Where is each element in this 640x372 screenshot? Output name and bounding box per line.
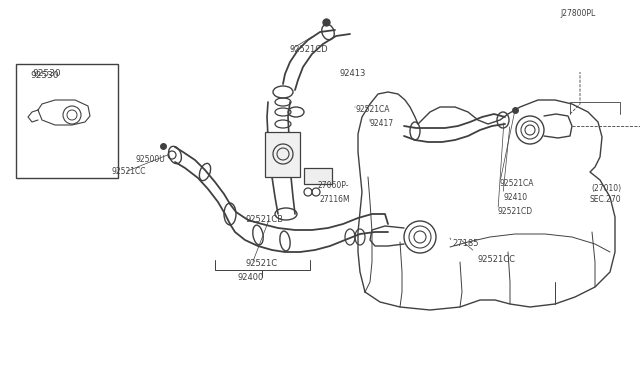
Ellipse shape	[404, 221, 436, 253]
Text: 92530: 92530	[32, 70, 61, 78]
Bar	[265, 132, 300, 177]
Bar	[16, 64, 118, 178]
Ellipse shape	[409, 226, 431, 248]
Text: 92410: 92410	[503, 192, 527, 202]
Text: 92521CD: 92521CD	[290, 45, 328, 55]
Text: (27010): (27010)	[591, 183, 621, 192]
Text: 92521CB: 92521CB	[245, 215, 283, 224]
Text: 92521CC: 92521CC	[478, 256, 516, 264]
Ellipse shape	[521, 121, 539, 139]
Text: 92530: 92530	[30, 71, 59, 80]
Text: 92521CA: 92521CA	[355, 106, 390, 115]
Text: 92521C: 92521C	[245, 260, 277, 269]
Text: 92417: 92417	[370, 119, 394, 128]
Text: 92500U: 92500U	[135, 155, 164, 164]
Text: 27060P-: 27060P-	[318, 182, 349, 190]
Text: J27800PL: J27800PL	[560, 10, 595, 19]
Text: 92521CD: 92521CD	[498, 208, 533, 217]
Text: 92400: 92400	[237, 273, 263, 282]
Text: 27116M: 27116M	[320, 195, 351, 203]
Text: SEC.270: SEC.270	[590, 196, 621, 205]
Text: 92413: 92413	[340, 70, 366, 78]
Text: 92521CC: 92521CC	[112, 167, 147, 176]
Ellipse shape	[516, 116, 544, 144]
Text: 92521CA: 92521CA	[500, 180, 534, 189]
Bar	[304, 168, 332, 184]
Text: 27185: 27185	[452, 240, 479, 248]
